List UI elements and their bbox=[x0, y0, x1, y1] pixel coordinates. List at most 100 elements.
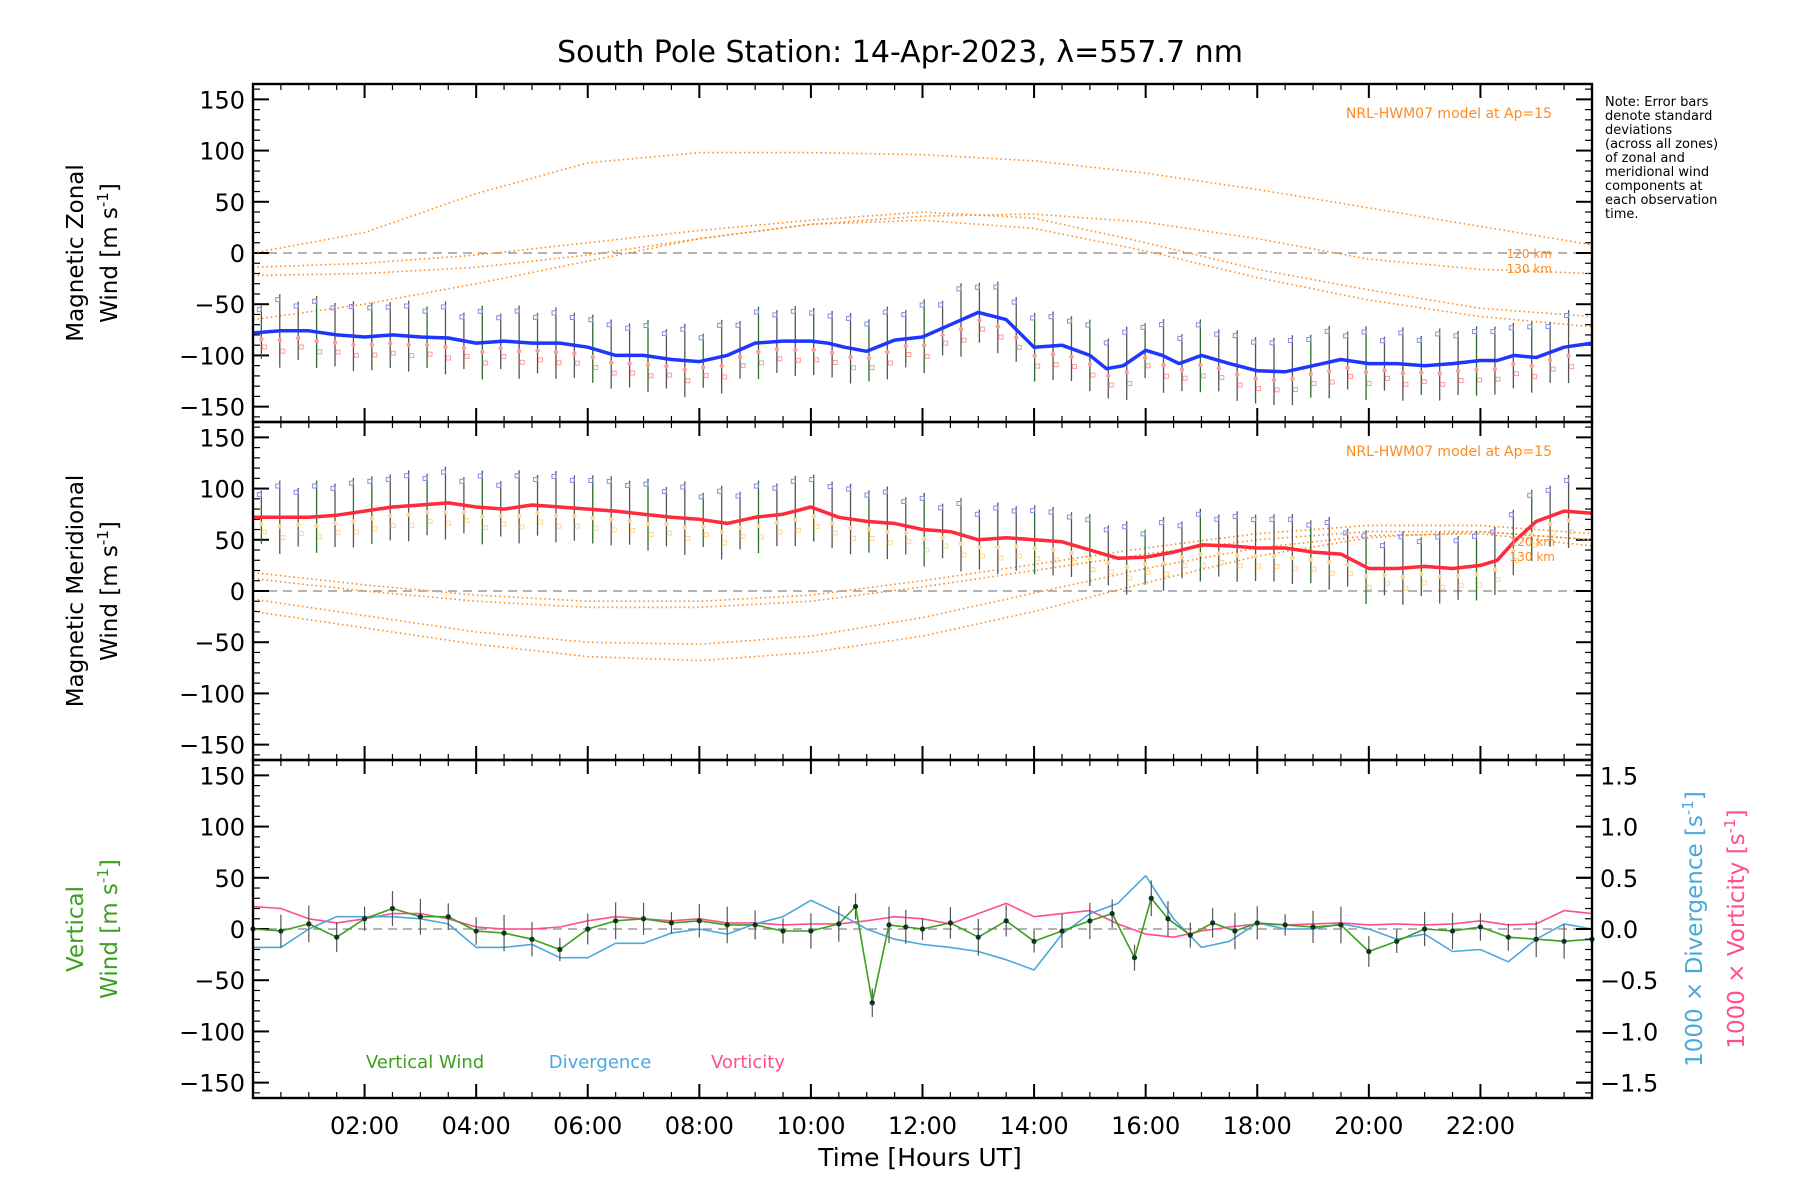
vertical-wind-point bbox=[1533, 936, 1539, 942]
zonal-zone-point bbox=[1256, 386, 1262, 392]
zonal-zone-point bbox=[569, 315, 575, 321]
divergence-line bbox=[253, 874, 1593, 971]
meridional-zone-point bbox=[1274, 563, 1280, 569]
zonal-zone-point bbox=[1400, 371, 1406, 376]
meridional-model-alt-120: 120 km bbox=[1510, 535, 1555, 549]
zonal-zone-point bbox=[312, 298, 318, 304]
meridional-zone-point bbox=[335, 530, 341, 536]
zonal-zone-point bbox=[1195, 322, 1201, 328]
zonal-zone-point bbox=[1090, 372, 1096, 378]
meridional-zone-point bbox=[1474, 572, 1479, 577]
vertical-ytick-label: −50 bbox=[194, 967, 245, 995]
zonal-zone-point bbox=[1329, 379, 1335, 385]
meridional-zone-point bbox=[1142, 561, 1148, 567]
zonal-zone-point bbox=[1016, 344, 1022, 350]
meridional-zone-point bbox=[993, 505, 999, 511]
meridional-zone-point bbox=[827, 484, 833, 490]
meridional-mean-line bbox=[253, 501, 1593, 571]
meridional-zone-point bbox=[1161, 560, 1166, 566]
zonal-zone-point bbox=[1159, 322, 1165, 328]
zonal-zone-point bbox=[256, 307, 262, 313]
zonal-zone-point bbox=[625, 325, 631, 331]
zonal-zone-point bbox=[735, 322, 741, 328]
meridional-zone-point bbox=[625, 482, 631, 488]
zonal-ytick-label: −100 bbox=[179, 342, 245, 370]
meridional-zone-point bbox=[317, 534, 323, 540]
meridional-zone-point bbox=[1085, 517, 1091, 523]
meridional-ytick-label: 100 bbox=[199, 476, 245, 504]
zonal-zone-point bbox=[901, 312, 907, 318]
zonal-zone-point bbox=[719, 363, 724, 369]
zonal-zone-point bbox=[1124, 370, 1129, 375]
meridional-zone-point bbox=[1032, 546, 1037, 551]
zonal-zone-point bbox=[795, 357, 801, 363]
meridional-zone-point bbox=[848, 525, 853, 530]
meridional-zone-point bbox=[1219, 560, 1225, 566]
zonal-zone-point bbox=[1419, 370, 1424, 376]
legend-vorticity: Vorticity bbox=[711, 1052, 785, 1073]
zonal-zone-point bbox=[958, 326, 964, 332]
zonal-zone-point bbox=[1214, 331, 1220, 337]
meridional-zone-point bbox=[1198, 552, 1203, 557]
zonal-zone-point bbox=[627, 361, 632, 366]
zonal-zone-point bbox=[1127, 381, 1133, 387]
note-line: components at bbox=[1605, 179, 1703, 194]
meridional-zone-point bbox=[516, 513, 522, 519]
meridional-zone-point bbox=[887, 540, 893, 546]
meridional-zone-point bbox=[519, 524, 525, 530]
zonal-zone-point bbox=[1219, 375, 1225, 381]
meridional-zone-point bbox=[496, 482, 502, 488]
zonal-zone-point bbox=[335, 349, 341, 355]
zonal-zone-point bbox=[1048, 314, 1054, 320]
meridional-zone-point bbox=[903, 530, 908, 536]
meridional-zone-point bbox=[459, 478, 465, 484]
zonal-ytick-label: −50 bbox=[194, 291, 245, 319]
zonal-zone-point bbox=[1253, 376, 1258, 381]
meridional-zone-point bbox=[630, 527, 636, 533]
zonal-zone-point bbox=[1495, 376, 1501, 382]
zonal-zone-point bbox=[496, 315, 502, 321]
meridional-model-curve bbox=[252, 530, 1593, 662]
zonal-zone-point bbox=[737, 354, 743, 360]
zonal-zone-point bbox=[514, 308, 520, 314]
zonal-zone-point bbox=[1382, 368, 1387, 373]
zonal-zone-point bbox=[459, 314, 465, 320]
zonal-zone-point bbox=[298, 344, 304, 350]
meridional-zone-point bbox=[1564, 477, 1570, 483]
zonal-zone-point bbox=[1069, 354, 1074, 359]
meridional-zone-point bbox=[1066, 514, 1072, 520]
zonal-zone-point bbox=[1437, 371, 1442, 376]
zonal-zone-point bbox=[1011, 299, 1017, 305]
zonal-zone-point bbox=[1053, 362, 1059, 368]
vertical-ytick-label: 50 bbox=[214, 865, 245, 893]
meridional-zone-point bbox=[298, 530, 304, 536]
meridional-zone-point bbox=[790, 478, 796, 484]
meridional-zone-point bbox=[351, 519, 356, 524]
vertical-wind-point bbox=[1109, 911, 1115, 917]
meridional-zone-point bbox=[1087, 556, 1093, 562]
zonal-zone-point bbox=[1234, 372, 1240, 377]
zonal-zone-point bbox=[1492, 366, 1498, 372]
meridional-zone-point bbox=[1016, 553, 1022, 559]
meridional-zone-point bbox=[312, 483, 318, 489]
meridional-zone-point bbox=[979, 553, 985, 559]
zonal-zone-point bbox=[1379, 338, 1385, 344]
meridional-zone-point bbox=[1256, 563, 1262, 569]
zonal-zone-point bbox=[630, 370, 636, 376]
meridional-zone-point bbox=[406, 512, 411, 517]
meridional-zone-point bbox=[1361, 533, 1367, 539]
meridional-zone-point bbox=[921, 536, 927, 542]
meridional-zone-point bbox=[938, 505, 944, 511]
zonal-zone-point bbox=[330, 305, 336, 311]
xtick-label: 12:00 bbox=[888, 1112, 957, 1140]
vertical-wind-point bbox=[1282, 922, 1288, 928]
meridional-zone-point bbox=[1324, 519, 1330, 525]
vertical-wind-point bbox=[389, 905, 396, 912]
meridional-zone-point bbox=[477, 473, 483, 479]
meridional-zone-point bbox=[348, 480, 354, 486]
meridional-zone-point bbox=[385, 476, 391, 482]
meridional-zone-point bbox=[1177, 523, 1183, 529]
zonal-mean-line bbox=[252, 310, 1593, 374]
zonal-zone-point bbox=[846, 315, 852, 321]
